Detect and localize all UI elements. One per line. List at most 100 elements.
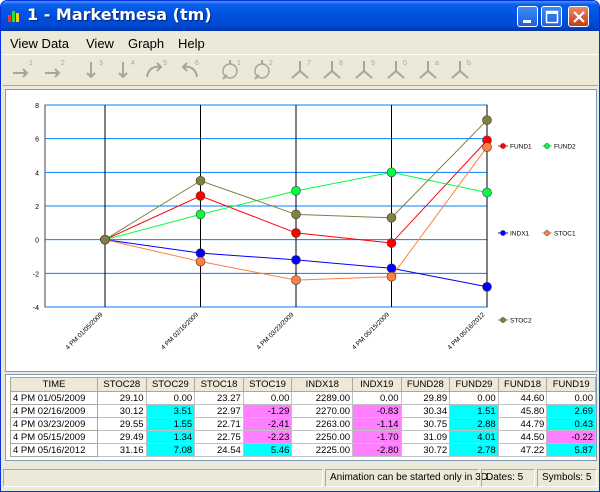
data-point-fund1[interactable] — [291, 228, 301, 238]
table-cell[interactable]: 44.79 — [497, 417, 548, 431]
table-row[interactable]: 4 PM 05/16/2012 31.16 7.08 24.54 5.46 2225.00… — [10, 443, 596, 457]
toolbar-button-8[interactable]: 2 — [249, 57, 275, 83]
close-button[interactable] — [568, 6, 589, 27]
table-cell[interactable]: 29.55 — [96, 417, 147, 431]
table-cell[interactable]: 31.16 — [96, 443, 147, 457]
row-time-cell[interactable]: 4 PM 05/15/2009 — [10, 430, 98, 444]
table-cell[interactable]: -1.29 — [242, 404, 293, 418]
minimize-button[interactable] — [517, 6, 538, 27]
table-cell[interactable]: 30.72 — [400, 443, 451, 457]
table-cell[interactable]: -1.14 — [352, 417, 402, 431]
data-point-stoc2[interactable] — [482, 115, 492, 125]
table-cell[interactable]: 29.10 — [96, 391, 147, 405]
toolbar-button-3[interactable]: 3 — [79, 57, 105, 83]
toolbar-button-11[interactable]: 9 — [351, 57, 377, 83]
toolbar-button-6[interactable]: 6 — [175, 57, 201, 83]
data-point-stoc2[interactable] — [100, 234, 110, 245]
table-cell[interactable]: 4.01 — [449, 430, 499, 444]
row-time-cell[interactable]: 4 PM 03/23/2009 — [10, 417, 98, 431]
data-point-stoc2[interactable] — [195, 175, 206, 186]
table-cell[interactable]: 1.34 — [145, 430, 196, 444]
row-time-cell[interactable]: 4 PM 05/16/2012 — [10, 443, 98, 457]
table-row[interactable]: 4 PM 05/15/2009 29.49 1.34 22.75 -2.23 2250.0… — [10, 430, 596, 444]
data-point-indx1[interactable] — [195, 248, 206, 258]
table-cell[interactable]: 0.43 — [546, 417, 596, 431]
column-header[interactable]: STOC29 — [145, 377, 196, 392]
column-header[interactable]: FUND19 — [546, 377, 596, 392]
table-cell[interactable]: 2289.00 — [291, 391, 354, 405]
table-cell[interactable]: -0.22 — [546, 430, 596, 444]
table-cell[interactable]: 45.80 — [497, 404, 548, 418]
data-point-stoc1[interactable] — [482, 142, 492, 152]
table-cell[interactable]: 0.00 — [242, 391, 293, 405]
toolbar-button-5[interactable]: 5 — [143, 57, 169, 83]
table-cell[interactable]: 1.55 — [145, 417, 196, 431]
data-point-stoc2[interactable] — [386, 212, 397, 223]
menu-graph[interactable]: Graph — [128, 36, 165, 51]
data-point-indx1[interactable] — [386, 263, 397, 274]
table-cell[interactable]: 2270.00 — [291, 404, 354, 418]
column-header[interactable]: FUND28 — [400, 377, 451, 392]
table-cell[interactable]: 0.00 — [546, 391, 596, 405]
toolbar-button-13[interactable]: a — [415, 57, 441, 83]
data-point-fund1[interactable] — [386, 238, 397, 248]
data-point-stoc1[interactable] — [386, 271, 397, 282]
toolbar-button-10[interactable]: 8 — [319, 57, 345, 83]
data-point-indx1[interactable] — [291, 255, 301, 265]
data-point-stoc1[interactable] — [195, 256, 206, 267]
menu-view[interactable]: View — [86, 36, 114, 51]
table-cell[interactable]: 31.09 — [400, 430, 451, 444]
table-cell[interactable]: 3.51 — [145, 404, 196, 418]
data-point-fund2[interactable] — [291, 186, 301, 196]
title-bar[interactable]: 1 - Marketmesa (tm) — [1, 1, 599, 31]
data-point-indx1[interactable] — [482, 282, 492, 292]
column-header[interactable]: TIME — [10, 377, 98, 392]
table-cell[interactable]: 0.00 — [352, 391, 402, 405]
table-cell[interactable]: 23.27 — [194, 391, 244, 405]
table-row[interactable]: 4 PM 03/23/2009 29.55 1.55 22.71 -2.41 2263.0… — [10, 417, 596, 431]
table-cell[interactable]: 22.97 — [194, 404, 244, 418]
row-time-cell[interactable]: 4 PM 02/16/2009 — [10, 404, 98, 418]
table-cell[interactable]: 2263.00 — [291, 417, 354, 431]
column-header[interactable]: STOC18 — [194, 377, 244, 392]
column-header[interactable]: FUND29 — [449, 377, 499, 392]
table-row[interactable]: 4 PM 01/05/2009 29.10 0.00 23.27 0.00 2289.00… — [10, 391, 596, 405]
data-point-fund2[interactable] — [386, 167, 397, 178]
table-cell[interactable]: 7.08 — [145, 443, 196, 457]
table-cell[interactable]: 24.54 — [194, 443, 244, 457]
toolbar-button-4[interactable]: 4 — [111, 57, 137, 83]
data-point-fund2[interactable] — [482, 187, 492, 198]
toolbar-button-7[interactable]: 1 — [217, 57, 243, 83]
table-cell[interactable]: 30.34 — [400, 404, 451, 418]
table-cell[interactable]: 29.89 — [400, 391, 451, 405]
table-cell[interactable]: 2225.00 — [291, 443, 354, 457]
table-cell[interactable]: 1.51 — [449, 404, 499, 418]
maximize-button[interactable] — [541, 6, 562, 27]
menu-help[interactable]: Help — [178, 36, 205, 51]
table-cell[interactable]: 2.88 — [449, 417, 499, 431]
table-cell[interactable]: 22.71 — [194, 417, 244, 431]
data-point-stoc2[interactable] — [291, 209, 301, 220]
table-cell[interactable]: 44.50 — [497, 430, 548, 444]
toolbar-button-1[interactable]: 1 — [9, 57, 35, 83]
table-cell[interactable]: 44.60 — [497, 391, 548, 405]
column-header[interactable]: INDX18 — [291, 377, 354, 392]
table-cell[interactable]: -2.80 — [352, 443, 402, 457]
row-time-cell[interactable]: 4 PM 01/05/2009 — [10, 391, 98, 405]
table-cell[interactable]: 5.87 — [546, 443, 596, 457]
table-cell[interactable]: 47.22 — [497, 443, 548, 457]
table-cell[interactable]: 2.78 — [449, 443, 499, 457]
toolbar-button-9[interactable]: 7 — [287, 57, 313, 83]
table-row[interactable]: 4 PM 02/16/2009 30.12 3.51 22.97 -1.29 2270.0… — [10, 404, 596, 418]
menu-view-data[interactable]: View Data — [10, 36, 70, 51]
data-point-fund2[interactable] — [195, 209, 206, 220]
column-header[interactable]: STOC19 — [242, 377, 293, 392]
column-header[interactable]: FUND18 — [497, 377, 548, 392]
table-cell[interactable]: -2.23 — [242, 430, 293, 444]
table-cell[interactable]: -1.70 — [352, 430, 402, 444]
toolbar-button-14[interactable]: b — [447, 57, 473, 83]
column-header[interactable]: STOC28 — [96, 377, 147, 392]
table-cell[interactable]: 29.49 — [96, 430, 147, 444]
column-header[interactable]: INDX19 — [352, 377, 402, 392]
table-cell[interactable]: 0.00 — [145, 391, 196, 405]
